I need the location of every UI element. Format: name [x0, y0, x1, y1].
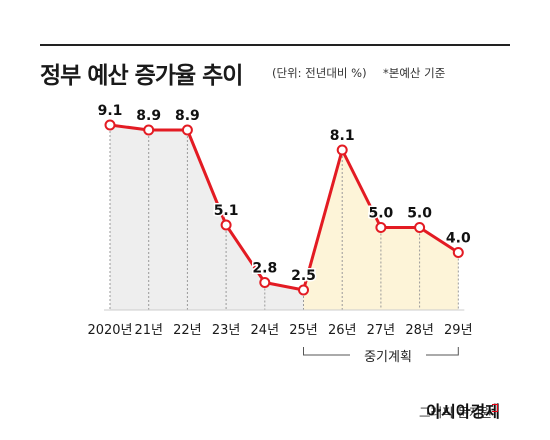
series-line: [108, 123, 460, 292]
brand-logo-mark: [492, 404, 498, 412]
data-label: 8.1: [330, 128, 355, 144]
data-label: 9.1: [98, 103, 123, 119]
data-label: 5.0: [368, 206, 393, 222]
data-label: 5.0: [407, 206, 432, 222]
x-tick-label: 24년: [251, 323, 280, 338]
publisher-brand: 아시아경제: [426, 402, 500, 421]
x-tick-label: 28년: [405, 323, 434, 338]
data-point: [143, 124, 155, 136]
x-tick-label: 26년: [328, 323, 357, 338]
graphic-credit: 그래픽 문지원: [419, 405, 492, 420]
x-tick-label: 22년: [173, 323, 202, 338]
data-label: 4.0: [446, 231, 471, 247]
basis-note: *본예산 기준: [383, 66, 446, 80]
data-point: [104, 119, 116, 131]
header-rule: [40, 44, 510, 46]
data-label: 8.9: [136, 108, 161, 124]
data-point: [298, 284, 309, 296]
data-point: [181, 124, 193, 136]
data-label: 8.9: [175, 108, 200, 124]
x-tick-label: 2020년: [87, 323, 132, 338]
data-point: [259, 277, 271, 288]
unit-note: (단위: 전년대비 %): [272, 66, 367, 80]
data-point: [336, 144, 348, 156]
x-tick-label: 29년: [444, 323, 473, 338]
data-point: [414, 222, 426, 233]
x-tick-label: 23년: [212, 323, 241, 338]
actual-area-fill: [110, 125, 304, 310]
data-point: [375, 222, 387, 233]
data-label: 2.8: [252, 261, 277, 277]
data-label: 2.5: [291, 268, 316, 284]
chart-title: 정부 예산 증가율 추이: [40, 63, 243, 89]
data-point: [220, 219, 232, 231]
data-label: 5.1: [214, 203, 239, 219]
x-tick-label: 21년: [134, 323, 163, 338]
data-point: [452, 247, 464, 258]
x-tick-label: 27년: [367, 323, 396, 338]
plan-range-label: 중기계획: [350, 346, 426, 365]
x-tick-label: 25년: [289, 323, 318, 338]
